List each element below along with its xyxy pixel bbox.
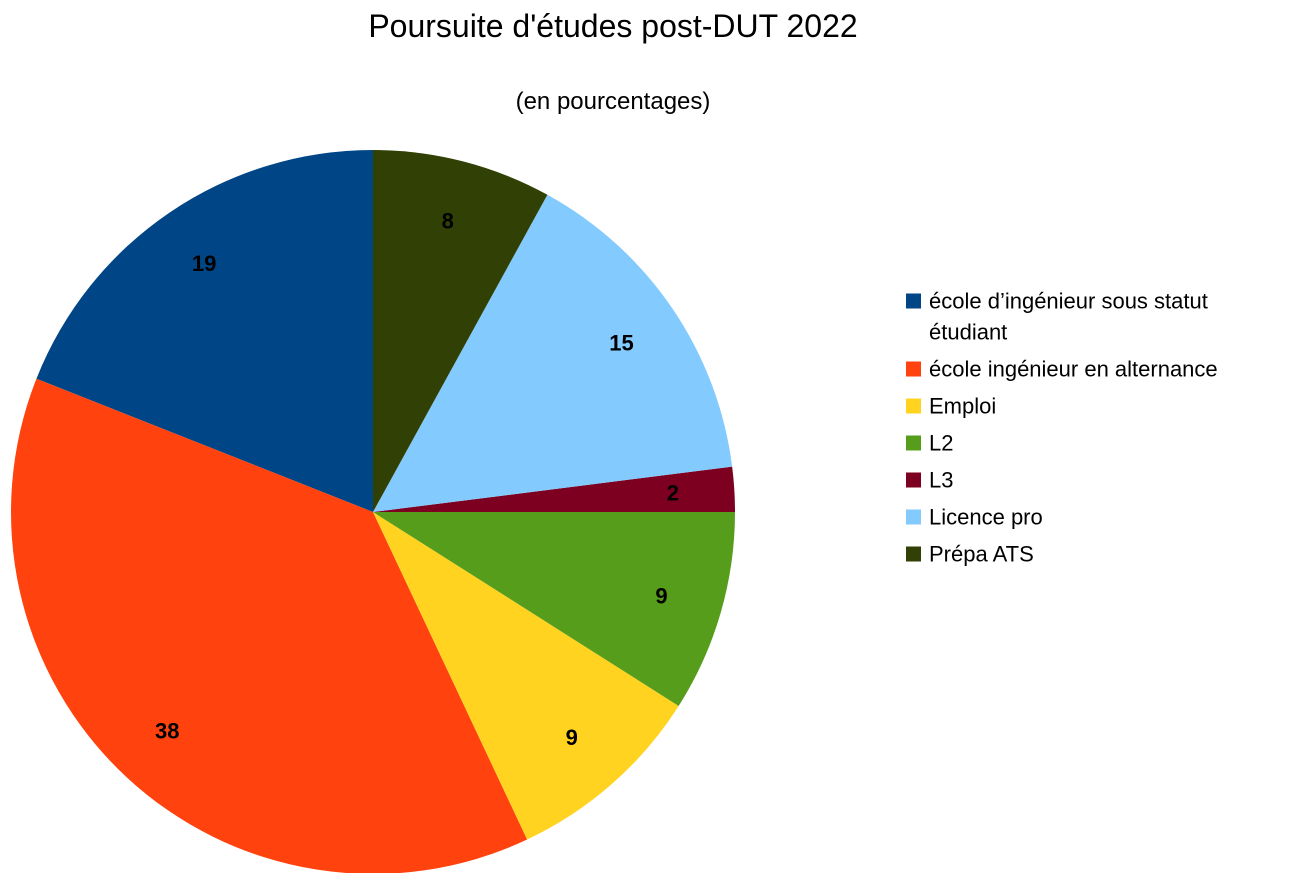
legend-item: L2 — [906, 431, 953, 456]
chart-title: Poursuite d'études post-DUT 2022 — [368, 8, 857, 44]
pie-slice — [373, 512, 679, 840]
legend-item: école d’ingénieur sous statut étudiant — [906, 289, 1208, 345]
legend: école d’ingénieur sous statutétudiantéco… — [906, 289, 1218, 567]
pie-slice — [36, 150, 374, 512]
legend-label: école d’ingénieur sous statut — [929, 289, 1208, 314]
slice-value-label: 19 — [192, 251, 216, 276]
pie-slices — [11, 150, 736, 873]
legend-item: école ingénieur en alternance — [906, 357, 1218, 382]
slice-value-label: 15 — [609, 331, 633, 356]
legend-label: Prépa ATS — [929, 542, 1034, 567]
slice-value-label: 8 — [442, 209, 454, 234]
legend-label: L3 — [929, 468, 953, 493]
slice-value-label: 38 — [155, 719, 179, 744]
pie-slice — [373, 466, 736, 512]
legend-item: Emploi — [906, 394, 996, 419]
legend-swatch — [906, 398, 921, 414]
slice-value-labels: 19 38 9 9 2 15 8 — [155, 209, 679, 750]
legend-label: Licence pro — [929, 505, 1043, 530]
pie-slice — [373, 150, 548, 512]
legend-item: Licence pro — [906, 505, 1043, 530]
slice-value-label: 9 — [655, 583, 667, 608]
legend-swatch — [906, 472, 921, 488]
legend-label: Emploi — [929, 394, 996, 419]
legend-swatch — [906, 435, 921, 451]
legend-label: L2 — [929, 431, 953, 456]
legend-swatch — [906, 293, 921, 309]
legend-swatch — [906, 546, 921, 562]
pie-slice — [373, 512, 735, 706]
legend-swatch — [906, 361, 921, 377]
pie-slice — [373, 194, 733, 512]
pie-slice — [11, 378, 528, 873]
legend-item: L3 — [906, 468, 953, 493]
legend-label: école ingénieur en alternance — [929, 357, 1218, 382]
slice-value-label: 2 — [667, 481, 679, 506]
chart-subtitle: (en pourcentages) — [516, 88, 711, 115]
slice-value-label: 9 — [566, 725, 578, 750]
legend-swatch — [906, 509, 921, 525]
legend-label: étudiant — [929, 320, 1007, 345]
legend-item: Prépa ATS — [906, 542, 1034, 567]
